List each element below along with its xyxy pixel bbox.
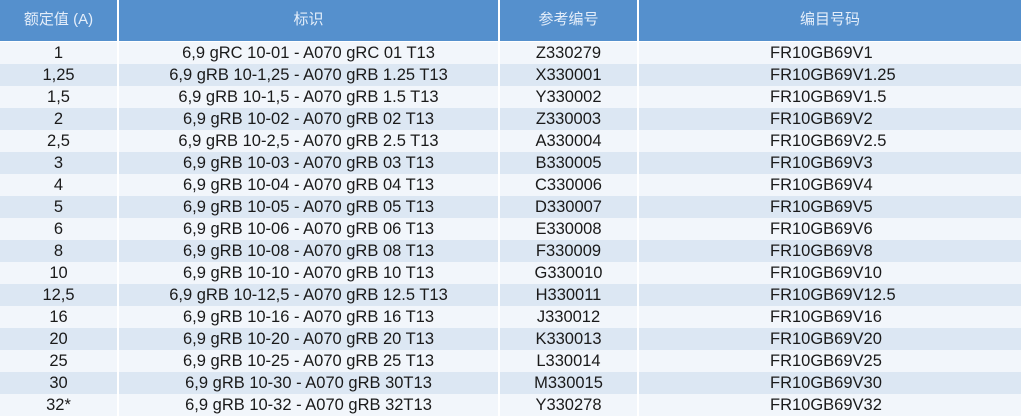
cell-marking: 6,9 gRB 10-06 - A070 gRB 06 T13 xyxy=(118,217,500,240)
cell-reference: K330013 xyxy=(499,327,639,350)
cell-rating: 2,5 xyxy=(0,129,119,152)
cell-reference: A330004 xyxy=(499,129,639,152)
cell-catalog-number: FR10GB69V1.5 xyxy=(638,85,1021,108)
cell-rating: 1,25 xyxy=(0,63,119,86)
cell-catalog-number: FR10GB69V30 xyxy=(638,371,1021,394)
cell-catalog-number: FR10GB69V32 xyxy=(638,393,1021,416)
cell-catalog-number: FR10GB69V25 xyxy=(638,349,1021,372)
table-row: 30 6,9 gRB 10-30 - A070 gRB 30T13 M330015 F… xyxy=(0,371,1021,394)
cell-rating: 32* xyxy=(0,393,119,416)
table-row: 6 6,9 gRB 10-06 - A070 gRB 06 T13 E330008 F… xyxy=(0,217,1021,240)
cell-catalog-number: FR10GB69V1.25 xyxy=(638,63,1021,86)
cell-reference: F330009 xyxy=(499,239,639,262)
cell-marking: 6,9 gRB 10-05 - A070 gRB 05 T13 xyxy=(118,195,500,218)
table-row: 3 6,9 gRB 10-03 - A070 gRB 03 T13 B330005 F… xyxy=(0,151,1021,174)
cell-marking: 6,9 gRB 10-16 - A070 gRB 16 T13 xyxy=(118,305,500,328)
cell-marking: 6,9 gRB 10-2,5 - A070 gRB 2.5 T13 xyxy=(118,129,500,152)
cell-rating: 8 xyxy=(0,239,119,262)
table-row: 1,25 6,9 gRB 10-1,25 - A070 gRB 1.25 T13 X… xyxy=(0,63,1021,86)
cell-reference: B330005 xyxy=(499,151,639,174)
cell-catalog-number: FR10GB69V5 xyxy=(638,195,1021,218)
cell-rating: 1 xyxy=(0,41,119,64)
cell-marking: 6,9 gRB 10-1,5 - A070 gRB 1.5 T13 xyxy=(118,85,500,108)
table-row: 2,5 6,9 gRB 10-2,5 - A070 gRB 2.5 T13 A330… xyxy=(0,129,1021,152)
table-row: 32* 6,9 gRB 10-32 - A070 gRB 32T13 Y330278… xyxy=(0,393,1021,416)
table-row: 25 6,9 gRB 10-25 - A070 gRB 25 T13 L330014… xyxy=(0,349,1021,372)
table-row: 10 6,9 gRB 10-10 - A070 gRB 10 T13 G330010… xyxy=(0,261,1021,284)
cell-rating: 12,5 xyxy=(0,283,119,306)
cell-reference: H330011 xyxy=(499,283,639,306)
cell-marking: 6,9 gRB 10-12,5 - A070 gRB 12.5 T13 xyxy=(118,283,500,306)
cell-catalog-number: FR10GB69V8 xyxy=(638,239,1021,262)
cell-reference: Z330003 xyxy=(499,107,639,130)
cell-reference: Z330279 xyxy=(499,41,639,64)
table-row: 1,5 6,9 gRB 10-1,5 - A070 gRB 1.5 T13 Y330… xyxy=(0,85,1021,108)
header-catalog-number: 编目号码 xyxy=(638,0,1021,42)
table-row: 4 6,9 gRB 10-04 - A070 gRB 04 T13 C330006 F… xyxy=(0,173,1021,196)
header-reference: 参考编号 xyxy=(499,0,639,42)
cell-marking: 6,9 gRB 10-04 - A070 gRB 04 T13 xyxy=(118,173,500,196)
cell-reference: G330010 xyxy=(499,261,639,284)
cell-rating: 3 xyxy=(0,151,119,174)
cell-rating: 30 xyxy=(0,371,119,394)
cell-reference: X330001 xyxy=(499,63,639,86)
cell-marking: 6,9 gRB 10-10 - A070 gRB 10 T13 xyxy=(118,261,500,284)
cell-rating: 1,5 xyxy=(0,85,119,108)
table-row: 2 6,9 gRB 10-02 - A070 gRB 02 T13 Z330003 F… xyxy=(0,107,1021,130)
table-row: 16 6,9 gRB 10-16 - A070 gRB 16 T13 J330012… xyxy=(0,305,1021,328)
cell-marking: 6,9 gRB 10-03 - A070 gRB 03 T13 xyxy=(118,151,500,174)
cell-catalog-number: FR10GB69V2.5 xyxy=(638,129,1021,152)
cell-rating: 20 xyxy=(0,327,119,350)
cell-reference: C330006 xyxy=(499,173,639,196)
cell-reference: M330015 xyxy=(499,371,639,394)
cell-marking: 6,9 gRB 10-02 - A070 gRB 02 T13 xyxy=(118,107,500,130)
cell-reference: J330012 xyxy=(499,305,639,328)
cell-reference: D330007 xyxy=(499,195,639,218)
cell-rating: 10 xyxy=(0,261,119,284)
header-row: 额定值 (A) 标识 参考编号 编目号码 xyxy=(0,0,1021,42)
cell-reference: E330008 xyxy=(499,217,639,240)
cell-catalog-number: FR10GB69V4 xyxy=(638,173,1021,196)
cell-catalog-number: FR10GB69V2 xyxy=(638,107,1021,130)
cell-catalog-number: FR10GB69V3 xyxy=(638,151,1021,174)
cell-marking: 6,9 gRB 10-1,25 - A070 gRB 1.25 T13 xyxy=(118,63,500,86)
table-row: 12,5 6,9 gRB 10-12,5 - A070 gRB 12.5 T13 H… xyxy=(0,283,1021,306)
cell-reference: L330014 xyxy=(499,349,639,372)
cell-marking: 6,9 gRB 10-20 - A070 gRB 20 T13 xyxy=(118,327,500,350)
cell-marking: 6,9 gRB 10-25 - A070 gRB 25 T13 xyxy=(118,349,500,372)
cell-reference: Y330278 xyxy=(499,393,639,416)
table-row: 20 6,9 gRB 10-20 - A070 gRB 20 T13 K330013… xyxy=(0,327,1021,350)
cell-catalog-number: FR10GB69V6 xyxy=(638,217,1021,240)
cell-catalog-number: FR10GB69V1 xyxy=(638,41,1021,64)
cell-catalog-number: FR10GB69V10 xyxy=(638,261,1021,284)
header-rating: 额定值 (A) xyxy=(0,0,119,42)
cell-rating: 5 xyxy=(0,195,119,218)
cell-marking: 6,9 gRB 10-30 - A070 gRB 30T13 xyxy=(118,371,500,394)
cell-rating: 25 xyxy=(0,349,119,372)
cell-catalog-number: FR10GB69V20 xyxy=(638,327,1021,350)
cell-reference: Y330002 xyxy=(499,85,639,108)
cell-catalog-number: FR10GB69V16 xyxy=(638,305,1021,328)
cell-rating: 16 xyxy=(0,305,119,328)
table-row: 8 6,9 gRB 10-08 - A070 gRB 08 T13 F330009 F… xyxy=(0,239,1021,262)
cell-marking: 6,9 gRB 10-32 - A070 gRB 32T13 xyxy=(118,393,500,416)
cell-rating: 4 xyxy=(0,173,119,196)
cell-rating: 2 xyxy=(0,107,119,130)
cell-rating: 6 xyxy=(0,217,119,240)
cell-marking: 6,9 gRB 10-08 - A070 gRB 08 T13 xyxy=(118,239,500,262)
cell-marking: 6,9 gRC 10-01 - A070 gRC 01 T13 xyxy=(118,41,500,64)
table-row: 5 6,9 gRB 10-05 - A070 gRB 05 T13 D330007 F… xyxy=(0,195,1021,218)
cell-catalog-number: FR10GB69V12.5 xyxy=(638,283,1021,306)
header-marking: 标识 xyxy=(118,0,500,42)
table-row: 1 6,9 gRC 10-01 - A070 gRC 01 T13 Z330279 F… xyxy=(0,41,1021,64)
